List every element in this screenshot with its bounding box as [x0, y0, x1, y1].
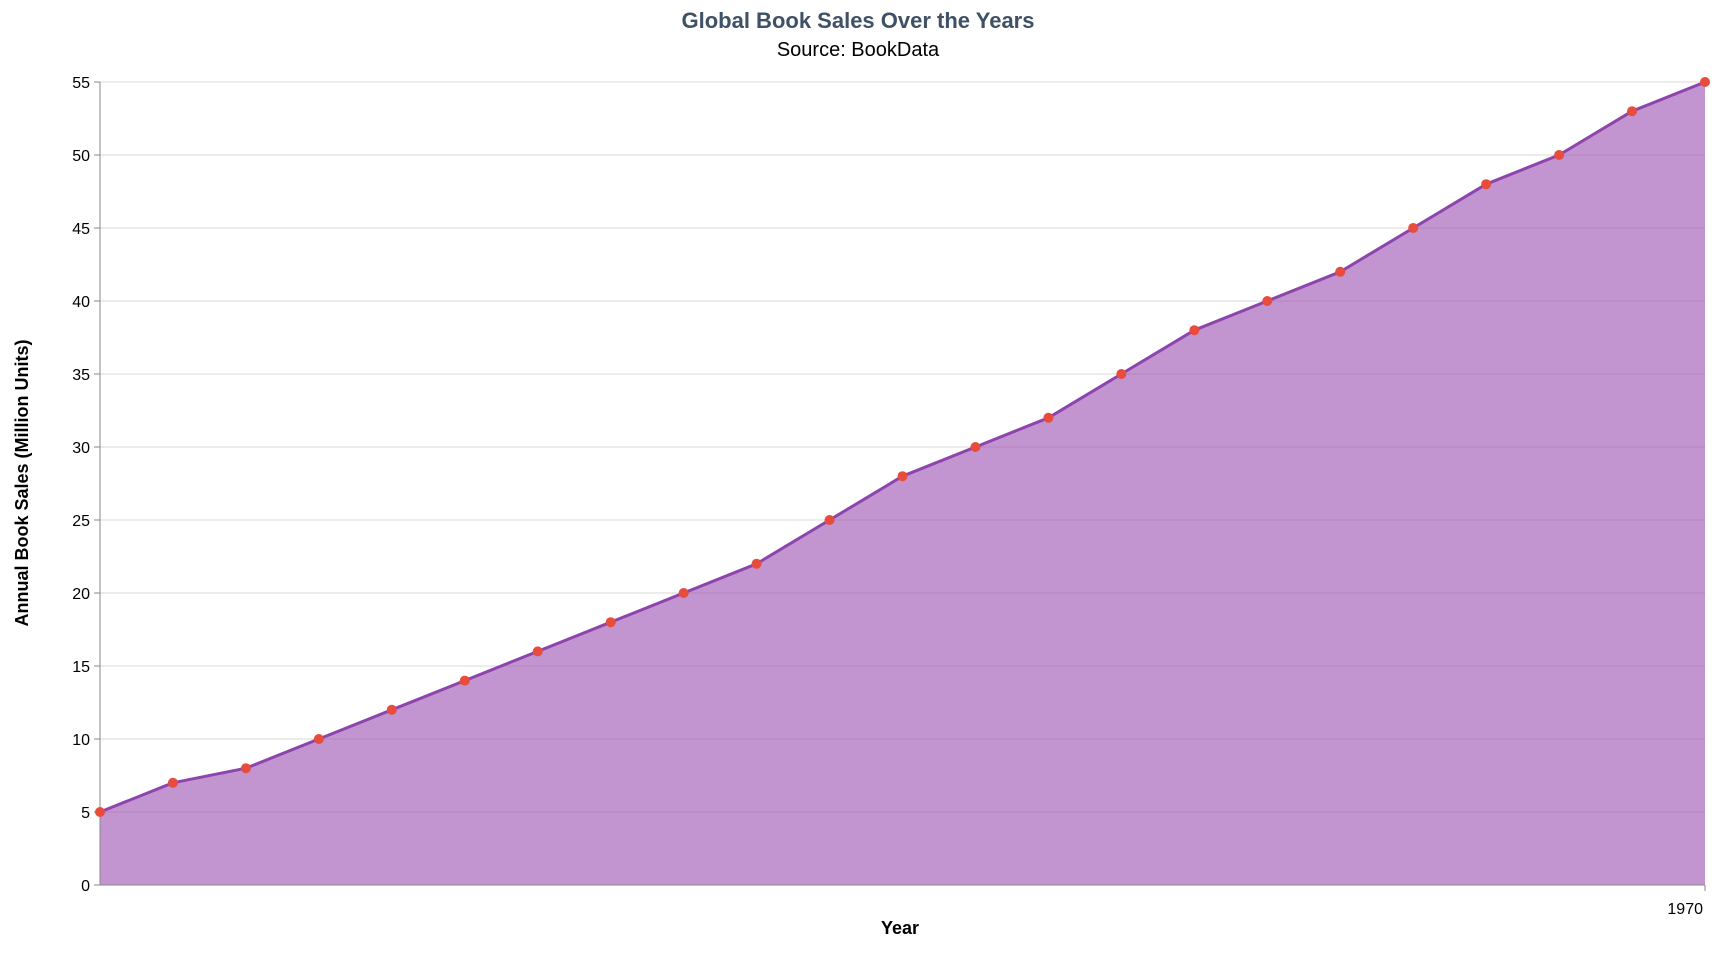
data-point — [313, 734, 324, 744]
data-point — [1700, 77, 1710, 87]
data-point — [459, 675, 470, 686]
data-point — [386, 704, 397, 715]
data-point — [1481, 179, 1492, 190]
data-point — [1554, 150, 1565, 160]
y-tick-label: 25 — [72, 513, 90, 530]
data-point — [1335, 266, 1346, 277]
y-axis-title: Annual Book Sales (Million Units) — [12, 339, 32, 626]
data-point — [824, 515, 835, 525]
chart-subtitle: Source: BookData — [777, 39, 940, 61]
data-point — [1189, 325, 1200, 336]
data-point — [605, 617, 616, 628]
data-points — [95, 77, 1710, 817]
y-tick-label: 20 — [72, 586, 90, 603]
data-point — [167, 777, 178, 788]
data-point — [1262, 296, 1273, 306]
x-tick-label: 1970 — [1667, 901, 1703, 918]
axes: 0 5 10 15 20 25 30 35 40 45 50 55 1970 — [72, 75, 1706, 918]
x-axis-title: Year — [881, 918, 919, 938]
data-point — [1627, 106, 1638, 117]
y-tick-label: 0 — [81, 878, 90, 895]
y-tick-label: 40 — [72, 294, 90, 311]
y-tick-label: 55 — [72, 75, 90, 92]
y-tick-label: 10 — [72, 732, 90, 749]
data-point — [897, 471, 908, 482]
data-point — [532, 646, 543, 657]
area-layer — [99, 80, 1706, 885]
y-tick-label: 15 — [72, 659, 90, 676]
data-point — [240, 763, 251, 774]
data-point — [678, 588, 689, 598]
y-tick-label: 45 — [72, 221, 90, 238]
data-point — [1043, 412, 1054, 423]
y-tick-label: 35 — [72, 367, 90, 384]
y-tick-label: 5 — [81, 805, 90, 822]
y-tick-label: 30 — [72, 440, 90, 457]
data-point — [1116, 369, 1127, 379]
area-fill — [100, 82, 1705, 885]
data-point — [751, 558, 762, 569]
data-point — [95, 807, 105, 817]
data-point — [1408, 223, 1419, 233]
chart-title: Global Book Sales Over the Years — [682, 8, 1035, 33]
data-point — [970, 442, 981, 452]
y-tick-label: 50 — [72, 148, 90, 165]
